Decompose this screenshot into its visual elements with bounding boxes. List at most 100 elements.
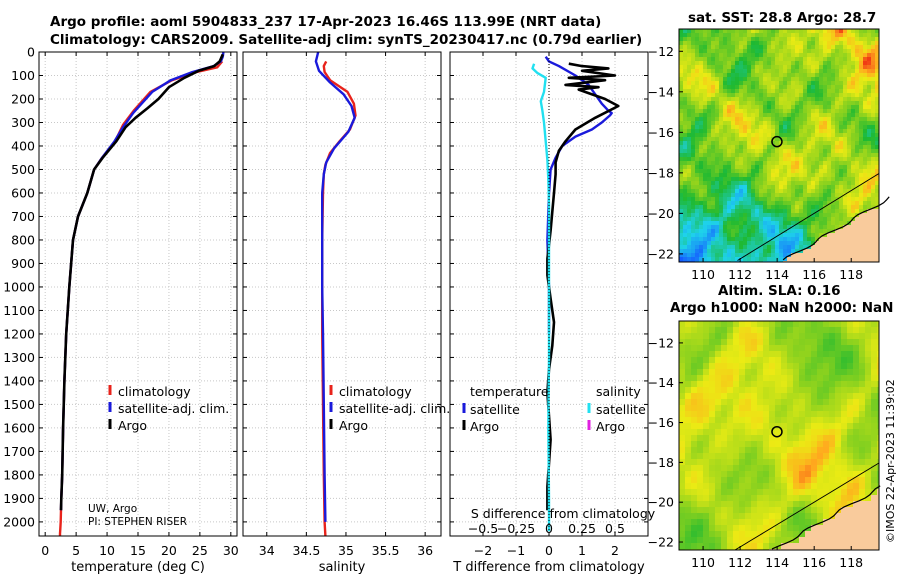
map-cell xyxy=(811,177,815,181)
map-cell xyxy=(767,57,771,61)
map-cell xyxy=(751,125,755,129)
map-cell xyxy=(811,165,815,169)
map-cell xyxy=(783,53,787,57)
y-tick-label: 500 xyxy=(11,162,35,177)
land-cell xyxy=(867,225,871,229)
map-cell xyxy=(683,41,687,45)
map-cell xyxy=(799,501,805,507)
map-cell xyxy=(683,165,687,169)
map-cell xyxy=(709,327,715,333)
map-cell xyxy=(683,225,687,229)
map-cell xyxy=(867,33,871,37)
map-cell xyxy=(793,417,799,423)
map-cell xyxy=(783,101,787,105)
map-cell xyxy=(683,105,687,109)
map-cell xyxy=(875,193,879,197)
map-cell xyxy=(841,441,847,447)
map-cell xyxy=(863,33,867,37)
map-cell xyxy=(697,369,703,375)
map-cell xyxy=(841,345,847,351)
map-cell xyxy=(751,441,757,447)
map-cell xyxy=(775,165,779,169)
map-cell xyxy=(751,29,755,33)
map-cell xyxy=(807,209,811,213)
map-cell xyxy=(799,363,805,369)
map-cell xyxy=(697,495,703,501)
map-cell xyxy=(763,45,767,49)
land-cell xyxy=(835,249,839,253)
map-cell xyxy=(781,447,787,453)
map-cell xyxy=(871,49,875,53)
map-cell xyxy=(711,97,715,101)
map-cell xyxy=(795,137,799,141)
map-cell xyxy=(683,125,687,129)
land-cell xyxy=(877,537,879,543)
map-cell xyxy=(735,153,739,157)
map-cell xyxy=(817,495,823,501)
map-cell xyxy=(803,181,807,185)
map-cell xyxy=(697,531,703,537)
map-cell xyxy=(743,89,747,93)
map-cell xyxy=(805,381,811,387)
map-cell xyxy=(759,157,763,161)
map-cell xyxy=(835,49,839,53)
x-tick-label: 1 xyxy=(578,543,586,558)
map-cell xyxy=(707,253,711,257)
map-cell xyxy=(731,169,735,173)
land-cell xyxy=(835,245,839,249)
map-cell xyxy=(719,173,723,177)
map-cell xyxy=(739,423,745,429)
land-cell xyxy=(791,257,795,261)
s-diff-tick-label: 0 xyxy=(545,521,553,536)
land-cell xyxy=(875,221,879,225)
map-cell xyxy=(835,185,839,189)
map-cell xyxy=(747,85,751,89)
map-cell xyxy=(779,149,783,153)
map-cell xyxy=(803,185,807,189)
map-cell xyxy=(875,129,879,133)
map-cell xyxy=(863,185,867,189)
map-cell xyxy=(823,61,827,65)
map-cell xyxy=(733,423,739,429)
map-cell xyxy=(763,423,769,429)
map-cell xyxy=(867,189,871,193)
map-cell xyxy=(679,399,685,405)
map-cell xyxy=(687,181,691,185)
map-cell xyxy=(835,141,839,145)
map-cell xyxy=(847,145,851,149)
map-cell xyxy=(875,181,879,185)
map-cell xyxy=(779,177,783,181)
map-cell xyxy=(755,241,759,245)
map-cell xyxy=(745,525,751,531)
map-cell xyxy=(811,233,815,237)
map-cell xyxy=(719,233,723,237)
y-tick-label: 1300 xyxy=(3,350,35,365)
map-cell xyxy=(865,351,871,357)
map-cell xyxy=(831,49,835,53)
map-cell xyxy=(679,113,683,117)
map-cell xyxy=(787,245,791,249)
map-cell xyxy=(783,189,787,193)
map-cell xyxy=(691,217,695,221)
map-cell xyxy=(783,125,787,129)
map-cell xyxy=(743,133,747,137)
map-cell xyxy=(843,97,847,101)
map-cell xyxy=(763,169,767,173)
map-cell xyxy=(819,65,823,69)
map-cell xyxy=(735,97,739,101)
map-cell xyxy=(735,101,739,105)
map-cell xyxy=(711,205,715,209)
land-cell xyxy=(843,249,847,253)
map-cell xyxy=(771,221,775,225)
map-cell xyxy=(697,381,703,387)
map-cell xyxy=(851,61,855,65)
map-cell xyxy=(755,61,759,65)
map-cell xyxy=(819,189,823,193)
map-cell xyxy=(703,477,709,483)
map-cell xyxy=(835,173,839,177)
map-cell xyxy=(859,73,863,77)
map-cell xyxy=(727,525,733,531)
map-cell xyxy=(823,49,827,53)
map-cell xyxy=(715,459,721,465)
map-cell xyxy=(807,169,811,173)
